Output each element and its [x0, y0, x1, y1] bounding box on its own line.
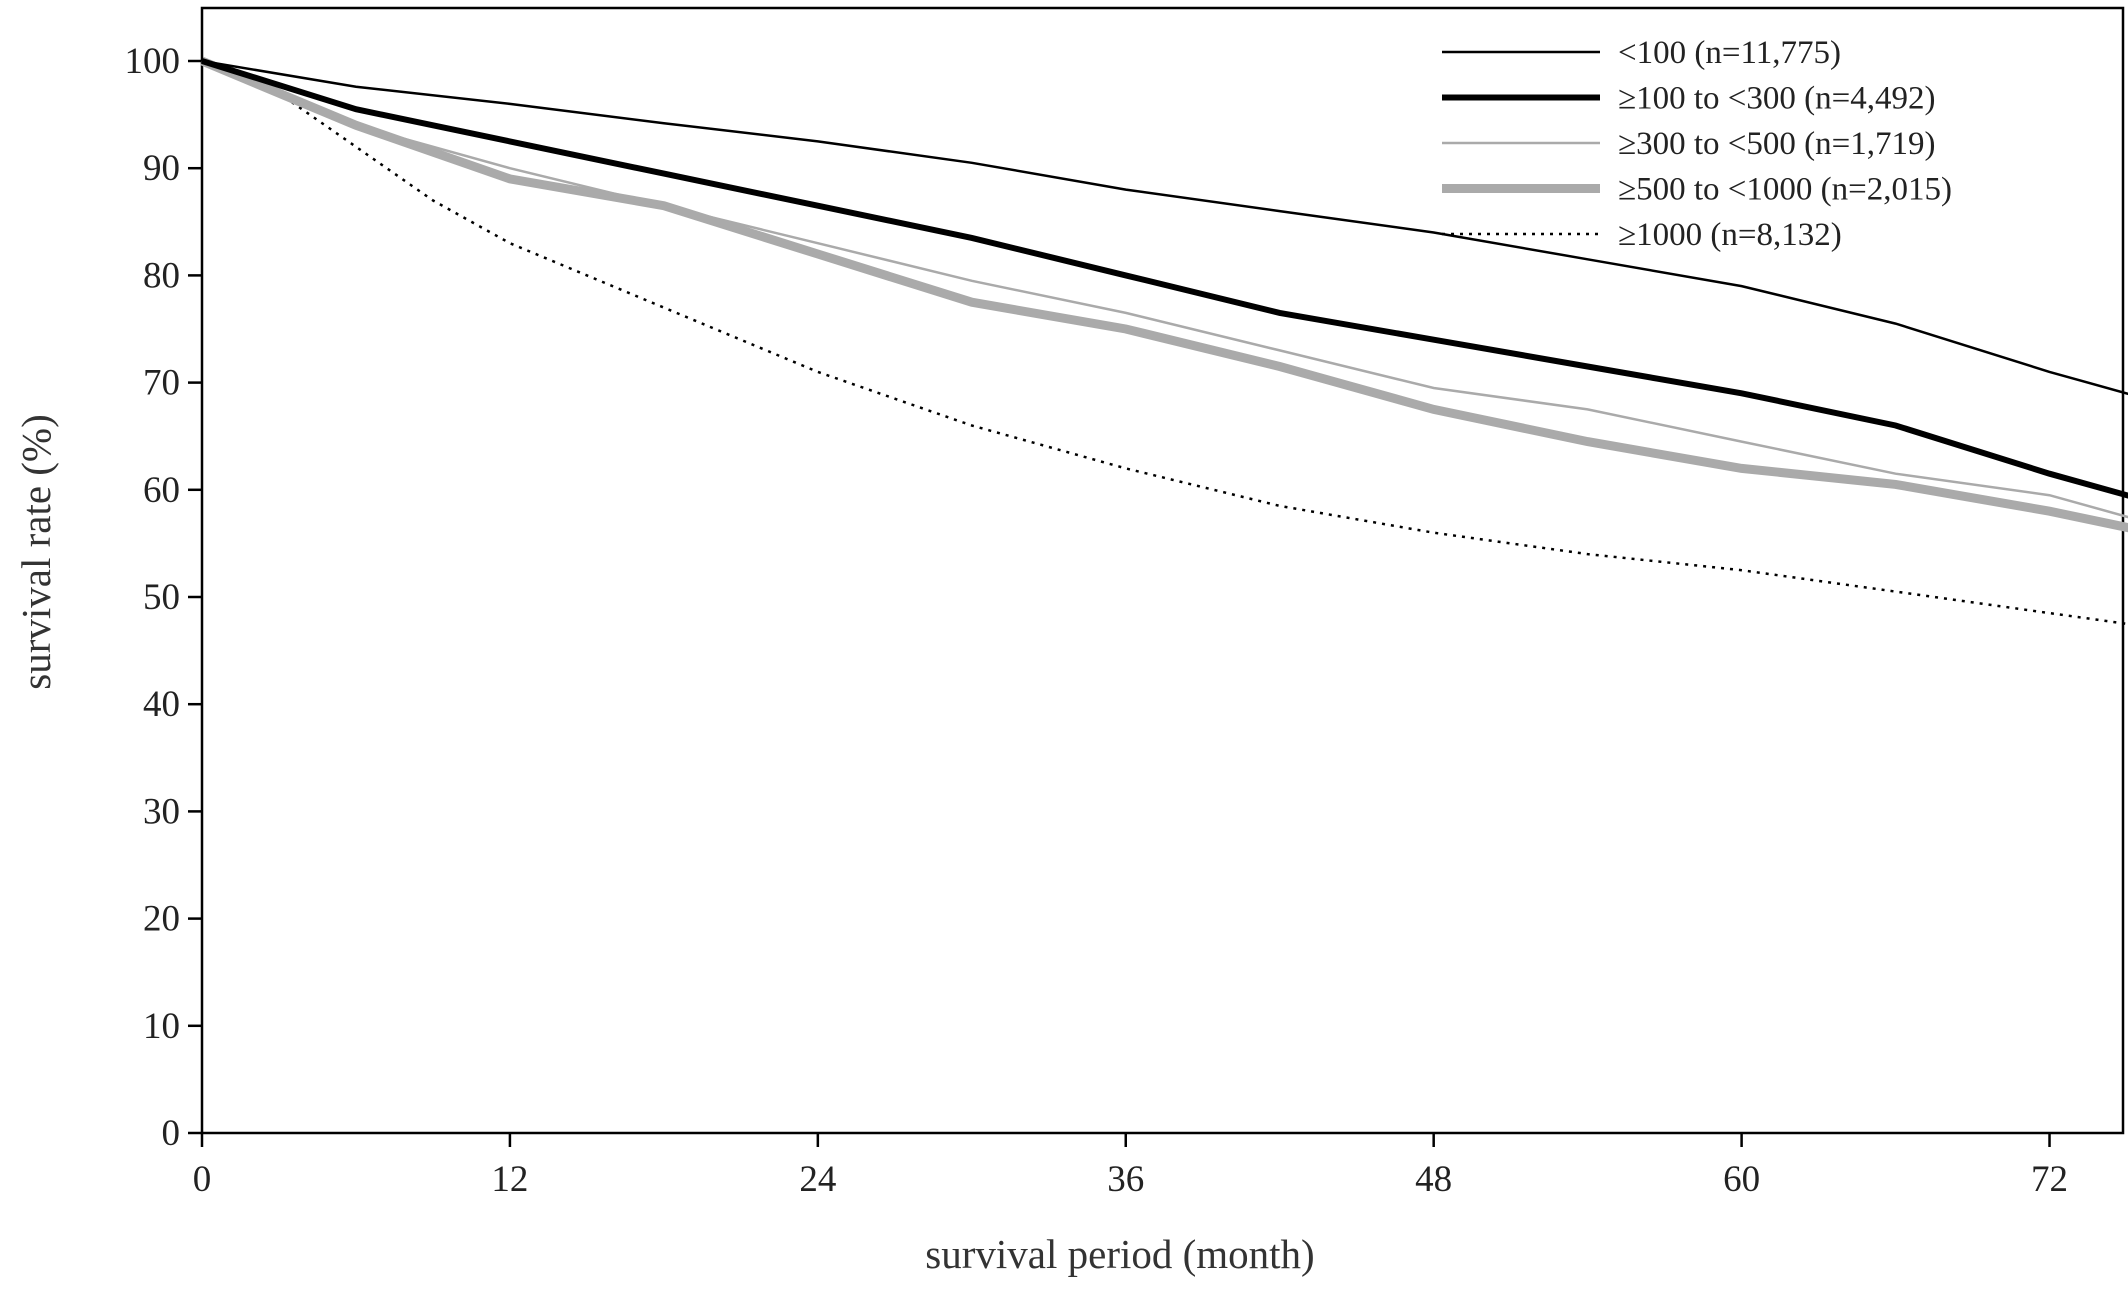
- y-axis-label: survival rate (%): [13, 414, 59, 690]
- legend-label: <100 (n=11,775): [1618, 35, 1841, 71]
- y-tick-label: 20: [143, 899, 180, 940]
- y-tick-label: 90: [143, 148, 180, 189]
- x-tick-label: 48: [1415, 1159, 1452, 1200]
- legend-label: ≥1000 (n=8,132): [1618, 217, 1842, 253]
- series-line-3: [201, 59, 2128, 519]
- x-tick-label: 24: [799, 1159, 836, 1200]
- x-tick-label: 36: [1107, 1159, 1144, 1200]
- series-line-1: [201, 59, 2128, 396]
- y-tick-label: 30: [143, 791, 180, 832]
- plot-frame: [200, 6, 2125, 1135]
- series-line-5: [201, 59, 2128, 626]
- y-tick-label: 10: [143, 1006, 180, 1047]
- series-line-2: [201, 58, 2128, 499]
- x-tick-label: 0: [193, 1159, 212, 1200]
- x-tick-label: 60: [1723, 1159, 1760, 1200]
- y-tick-label: 100: [125, 41, 181, 82]
- legend-label: ≥300 to <500 (n=1,719): [1618, 126, 1935, 162]
- x-axis-label: survival period (month): [925, 1231, 1314, 1277]
- x-tick-label: 12: [491, 1159, 528, 1200]
- legend-label: ≥500 to <1000 (n=2,015): [1618, 172, 1952, 208]
- legend: <100 (n=11,775) ≥100 to <300 (n=4,492) ≥30…: [1442, 35, 1952, 253]
- plot-area: [200, 6, 2125, 1135]
- series-layer: [200, 56, 2128, 626]
- y-axis-ticks: 0 10 20 30 40 50 60 70 80 90 100: [125, 41, 202, 1154]
- y-tick-label: 80: [143, 255, 180, 296]
- x-axis-ticks: 01224364860728496108120132144: [193, 1133, 2068, 1200]
- y-tick-label: 0: [162, 1113, 181, 1154]
- y-tick-label: 50: [143, 577, 180, 618]
- legend-label: ≥100 to <300 (n=4,492): [1618, 81, 1935, 117]
- series-line-4: [200, 56, 2128, 533]
- x-tick-label: 72: [2031, 1159, 2068, 1200]
- y-tick-label: 40: [143, 684, 180, 725]
- y-tick-label: 70: [143, 363, 180, 404]
- y-tick-label: 60: [143, 470, 180, 511]
